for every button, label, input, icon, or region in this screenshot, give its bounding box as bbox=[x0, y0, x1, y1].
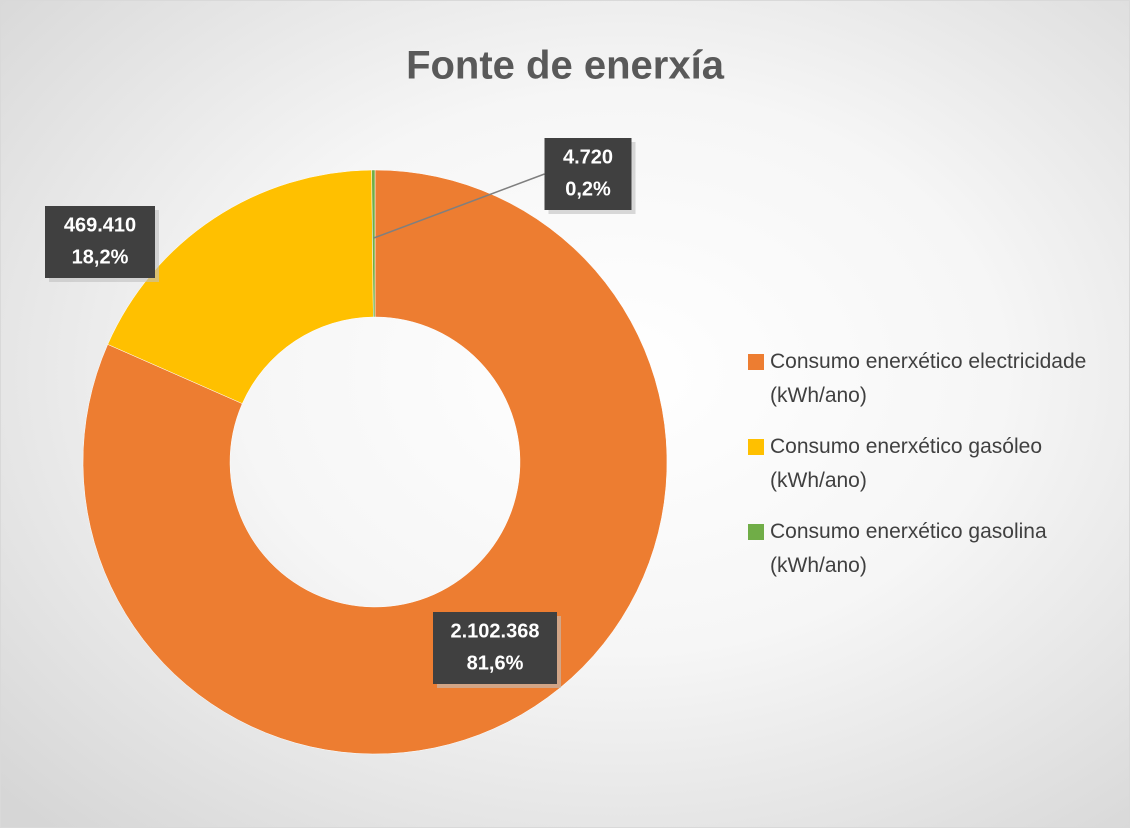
data-label: 0,2% bbox=[565, 178, 611, 200]
data-label: 81,6% bbox=[467, 652, 524, 674]
legend-swatch bbox=[748, 524, 764, 540]
legend-label: Consumo enerxético electricidade (kWh/an… bbox=[770, 350, 1092, 407]
legend-swatch bbox=[748, 439, 764, 455]
donut-slice bbox=[82, 169, 668, 755]
data-label: 469.410 bbox=[64, 214, 136, 236]
data-label-box bbox=[544, 138, 632, 210]
leader-line bbox=[373, 173, 545, 239]
data-label-box bbox=[433, 612, 557, 684]
legend-swatch bbox=[748, 354, 764, 370]
chart-title: Fonte de enerxía bbox=[406, 44, 725, 88]
data-label: 18,2% bbox=[72, 246, 129, 268]
data-label-box bbox=[45, 206, 155, 278]
data-label: 2.102.368 bbox=[451, 620, 540, 642]
legend-label: Consumo enerxético gasolina (kWh/ano) bbox=[770, 520, 1053, 577]
donut-slice bbox=[107, 169, 374, 404]
legend-label: Consumo enerxético gasóleo (kWh/ano) bbox=[770, 435, 1048, 492]
data-label: 4.720 bbox=[563, 146, 613, 168]
donut-slice bbox=[371, 169, 376, 318]
